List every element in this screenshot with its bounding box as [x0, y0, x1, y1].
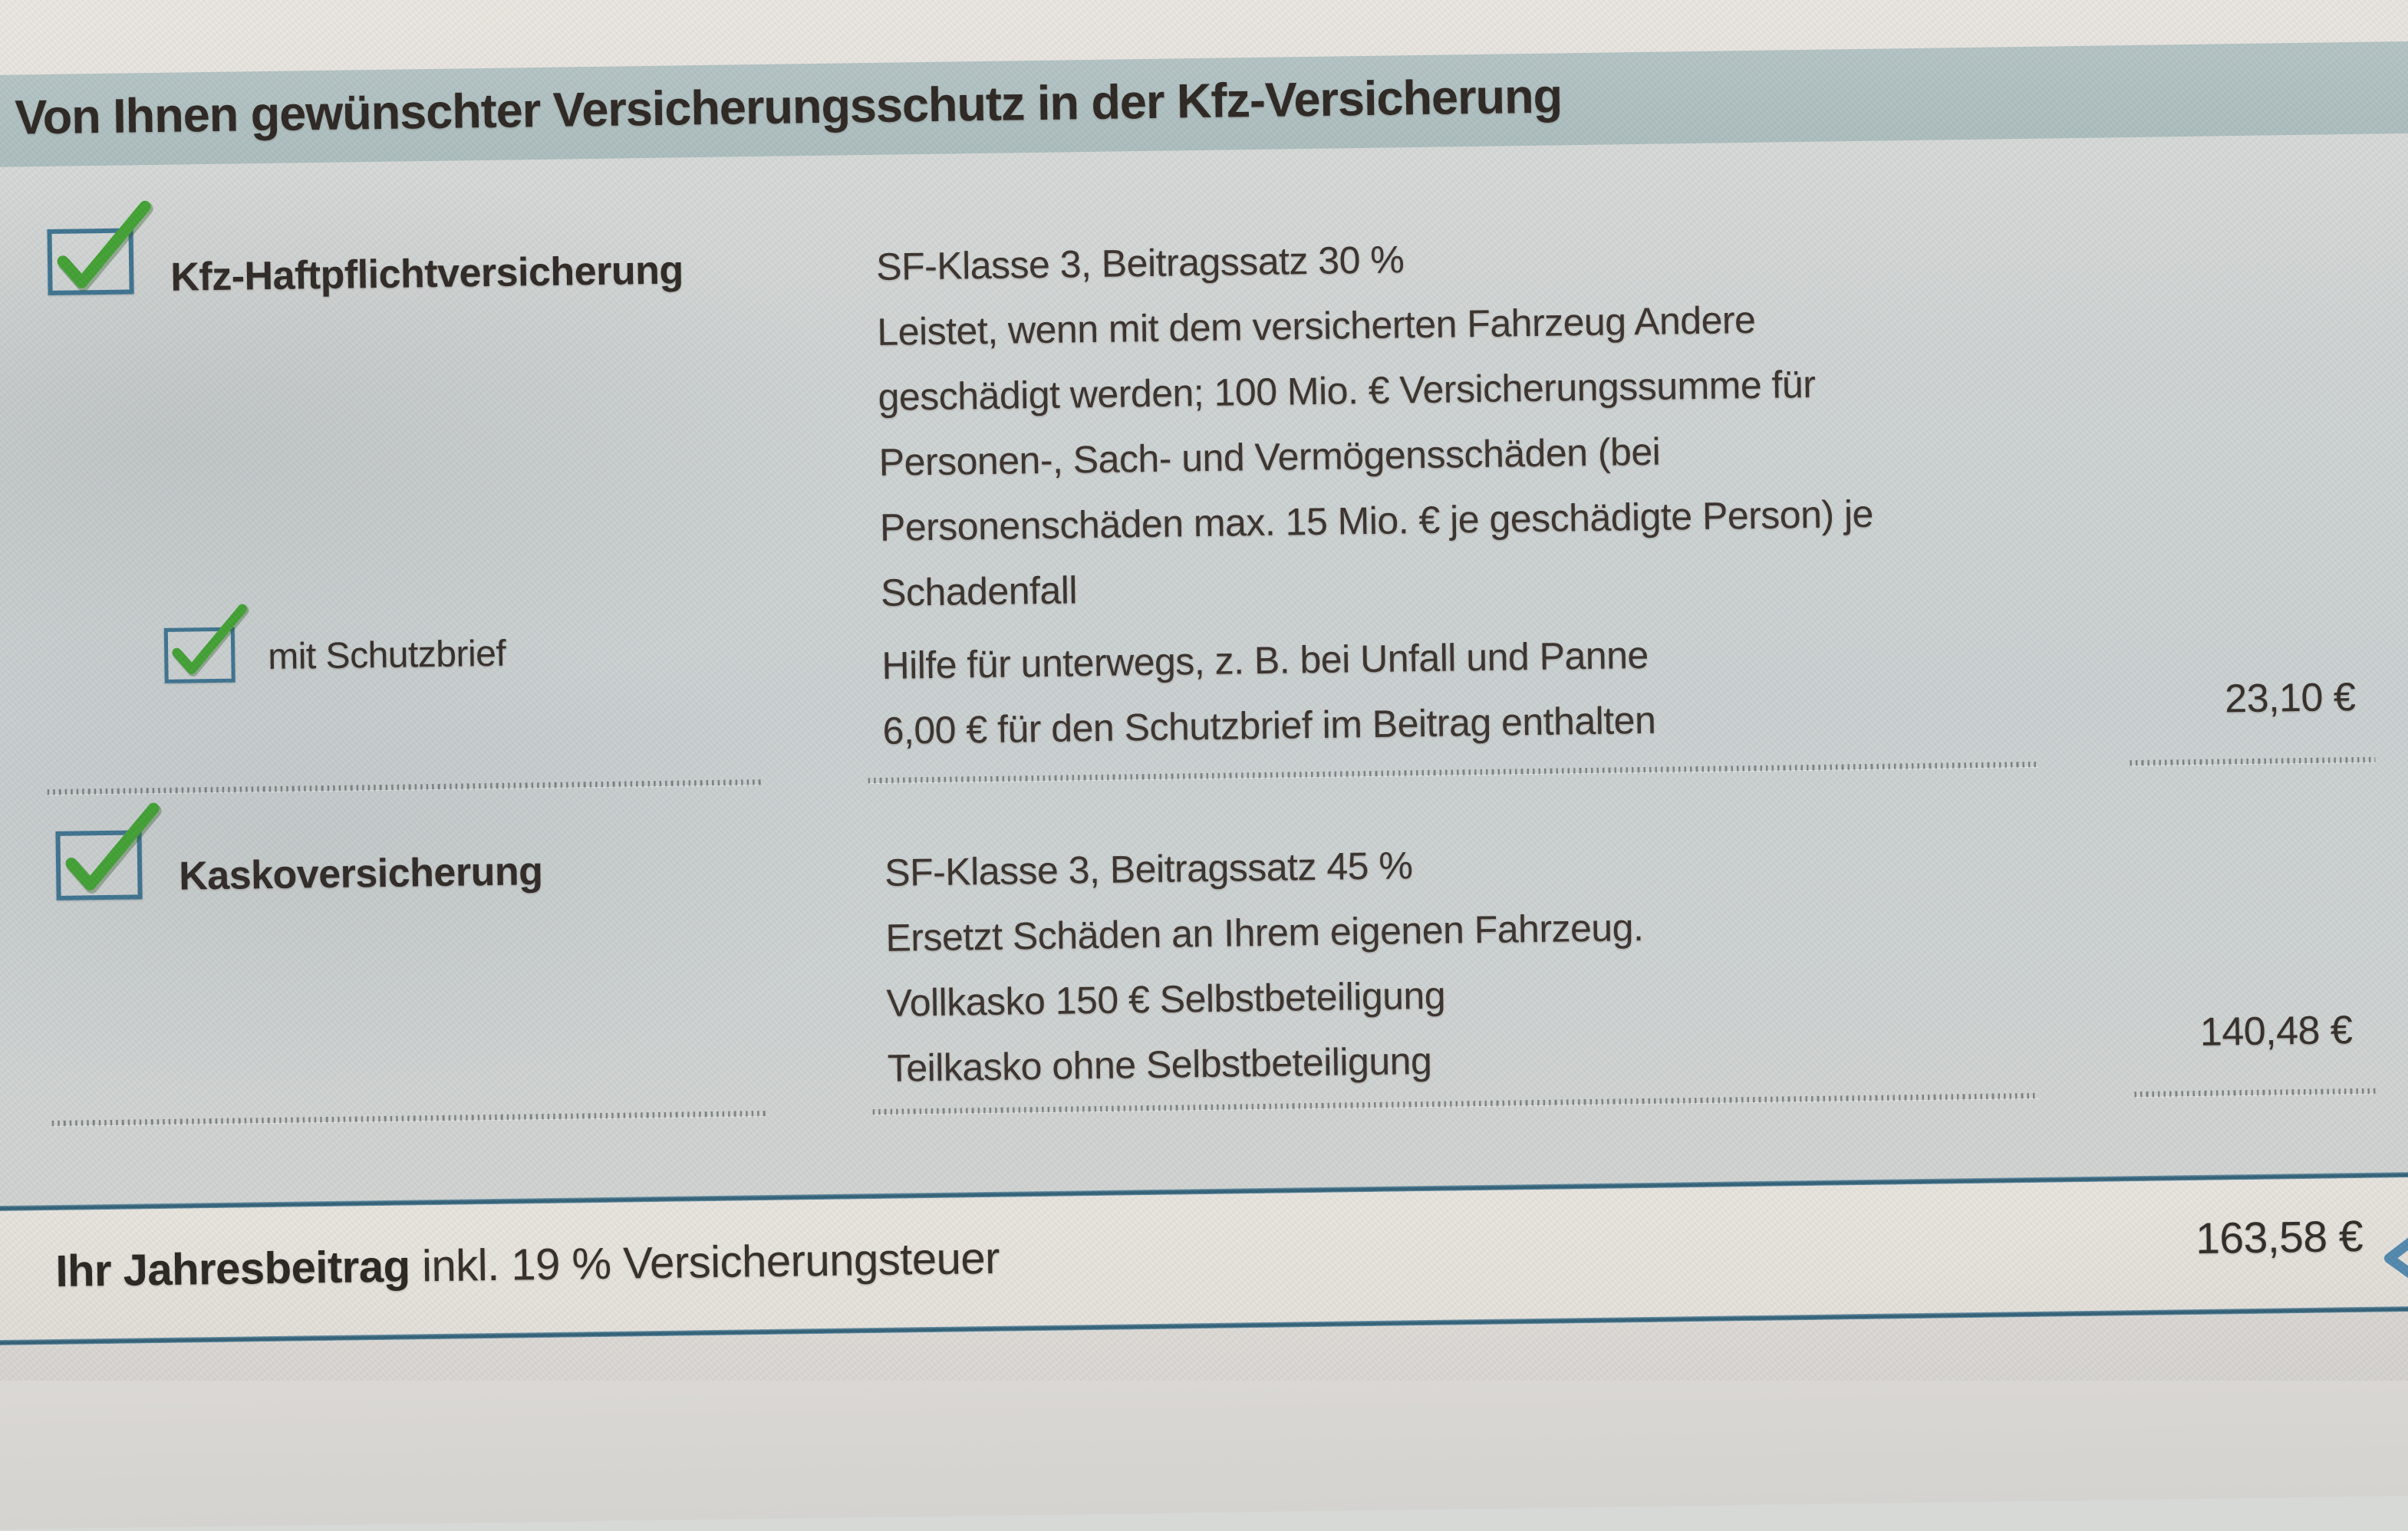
annual-premium-label-bold: Ihr Jahresbeitrag	[54, 1241, 410, 1296]
coverage-label-haftpflicht: Kfz-Haftpflichtversicherung	[170, 248, 684, 300]
annual-premium-total: 163,58 €	[2195, 1211, 2364, 1264]
desc-line: 6,00 € für den Schutzbrief im Beitrag en…	[882, 698, 1656, 752]
desc-line: Ersetzt Schäden an Ihrem eigenen Fahrzeu…	[885, 906, 1644, 960]
checkmark-icon	[172, 604, 249, 677]
checkbox-schutzbrief[interactable]	[163, 604, 249, 683]
desc-line: geschädigt werden; 100 Mio. € Versicheru…	[878, 362, 1816, 419]
desc-line: SF-Klasse 3, Beitragssatz 45 %	[884, 844, 1413, 894]
coverage-desc-kasko: SF-Klasse 3, Beitragssatz 45 % Ersetzt S…	[884, 830, 1646, 1101]
page-bottom-margin	[0, 1310, 2408, 1531]
checkbox-kfz-haftpflicht[interactable]	[47, 200, 153, 295]
coverage-label-schutzbrief: mit Schutzbrief	[267, 633, 506, 678]
coverage-desc-schutzbrief: Hilfe für unterwegs, z. B. bei Unfall un…	[881, 623, 1656, 764]
desc-line: Vollkasko 150 € Selbstbeteiligung	[886, 973, 1446, 1025]
coverage-label-kasko: Kaskoversicherung	[178, 849, 543, 899]
back-arrow-icon	[2383, 1226, 2408, 1289]
desc-line: Personenschäden max. 15 Mio. € je geschä…	[879, 492, 1874, 549]
desc-line: Schadenfall	[880, 568, 1078, 614]
price-kasko: 140,48 €	[2199, 1008, 2353, 1055]
coverage-desc-haftpflicht: SF-Klasse 3, Beitragssatz 30 % Leistet, …	[876, 221, 1875, 626]
price-schutzbrief: 23,10 €	[2224, 675, 2356, 722]
checkmark-icon	[65, 802, 162, 894]
desc-line: Hilfe für unterwegs, z. B. bei Unfall un…	[881, 633, 1649, 687]
annual-premium-label-rest: inkl. 19 % Versicherungsteuer	[410, 1233, 1000, 1292]
checkbox-kasko[interactable]	[55, 802, 162, 900]
checkmark-icon	[57, 200, 153, 291]
desc-line: Teilkasko ohne Selbstbeteiligung	[887, 1039, 1432, 1090]
